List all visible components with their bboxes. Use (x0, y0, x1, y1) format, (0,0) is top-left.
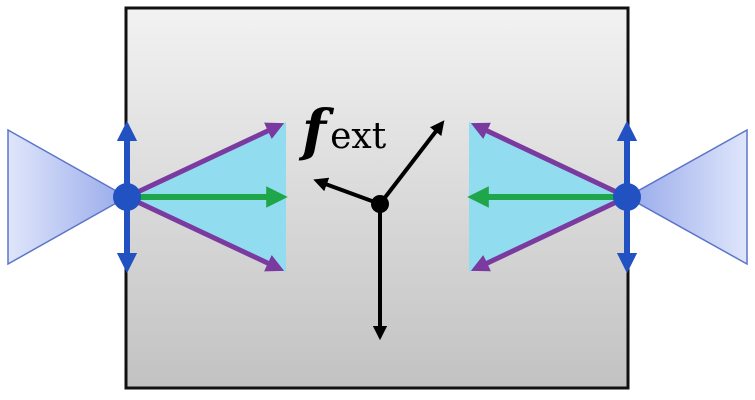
left-upper-purple-arrow (125, 122, 285, 200)
force-arrow-left (313, 177, 381, 206)
left-contact-node (113, 183, 141, 211)
force-arrow-up-right (378, 120, 445, 206)
right-lower-purple-arrow (470, 194, 629, 272)
right-contact-cone (625, 128, 748, 266)
right-upper-purple-arrow (470, 122, 629, 200)
force-subscript: ext (330, 116, 387, 157)
right-contact-node (613, 183, 641, 211)
left-contact-cone (7, 128, 129, 266)
left-lower-purple-arrow (125, 194, 285, 272)
force-origin-point (371, 195, 389, 213)
